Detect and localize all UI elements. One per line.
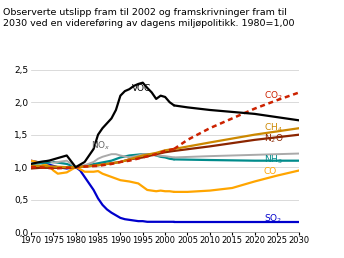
Text: VOC: VOC — [131, 84, 151, 93]
Text: Observerte utslipp fram til 2002 og framskrivninger fram til
2030 ved en videref: Observerte utslipp fram til 2002 og fram… — [3, 8, 295, 28]
Text: NH$_3$: NH$_3$ — [264, 153, 282, 166]
Text: CH$_4$: CH$_4$ — [264, 122, 282, 134]
Text: N$_2$O: N$_2$O — [264, 132, 283, 145]
Text: CO: CO — [264, 167, 277, 176]
Text: NO$_x$: NO$_x$ — [91, 139, 111, 152]
Text: CO$_2$: CO$_2$ — [264, 90, 282, 102]
Text: SO$_2$: SO$_2$ — [264, 213, 282, 225]
